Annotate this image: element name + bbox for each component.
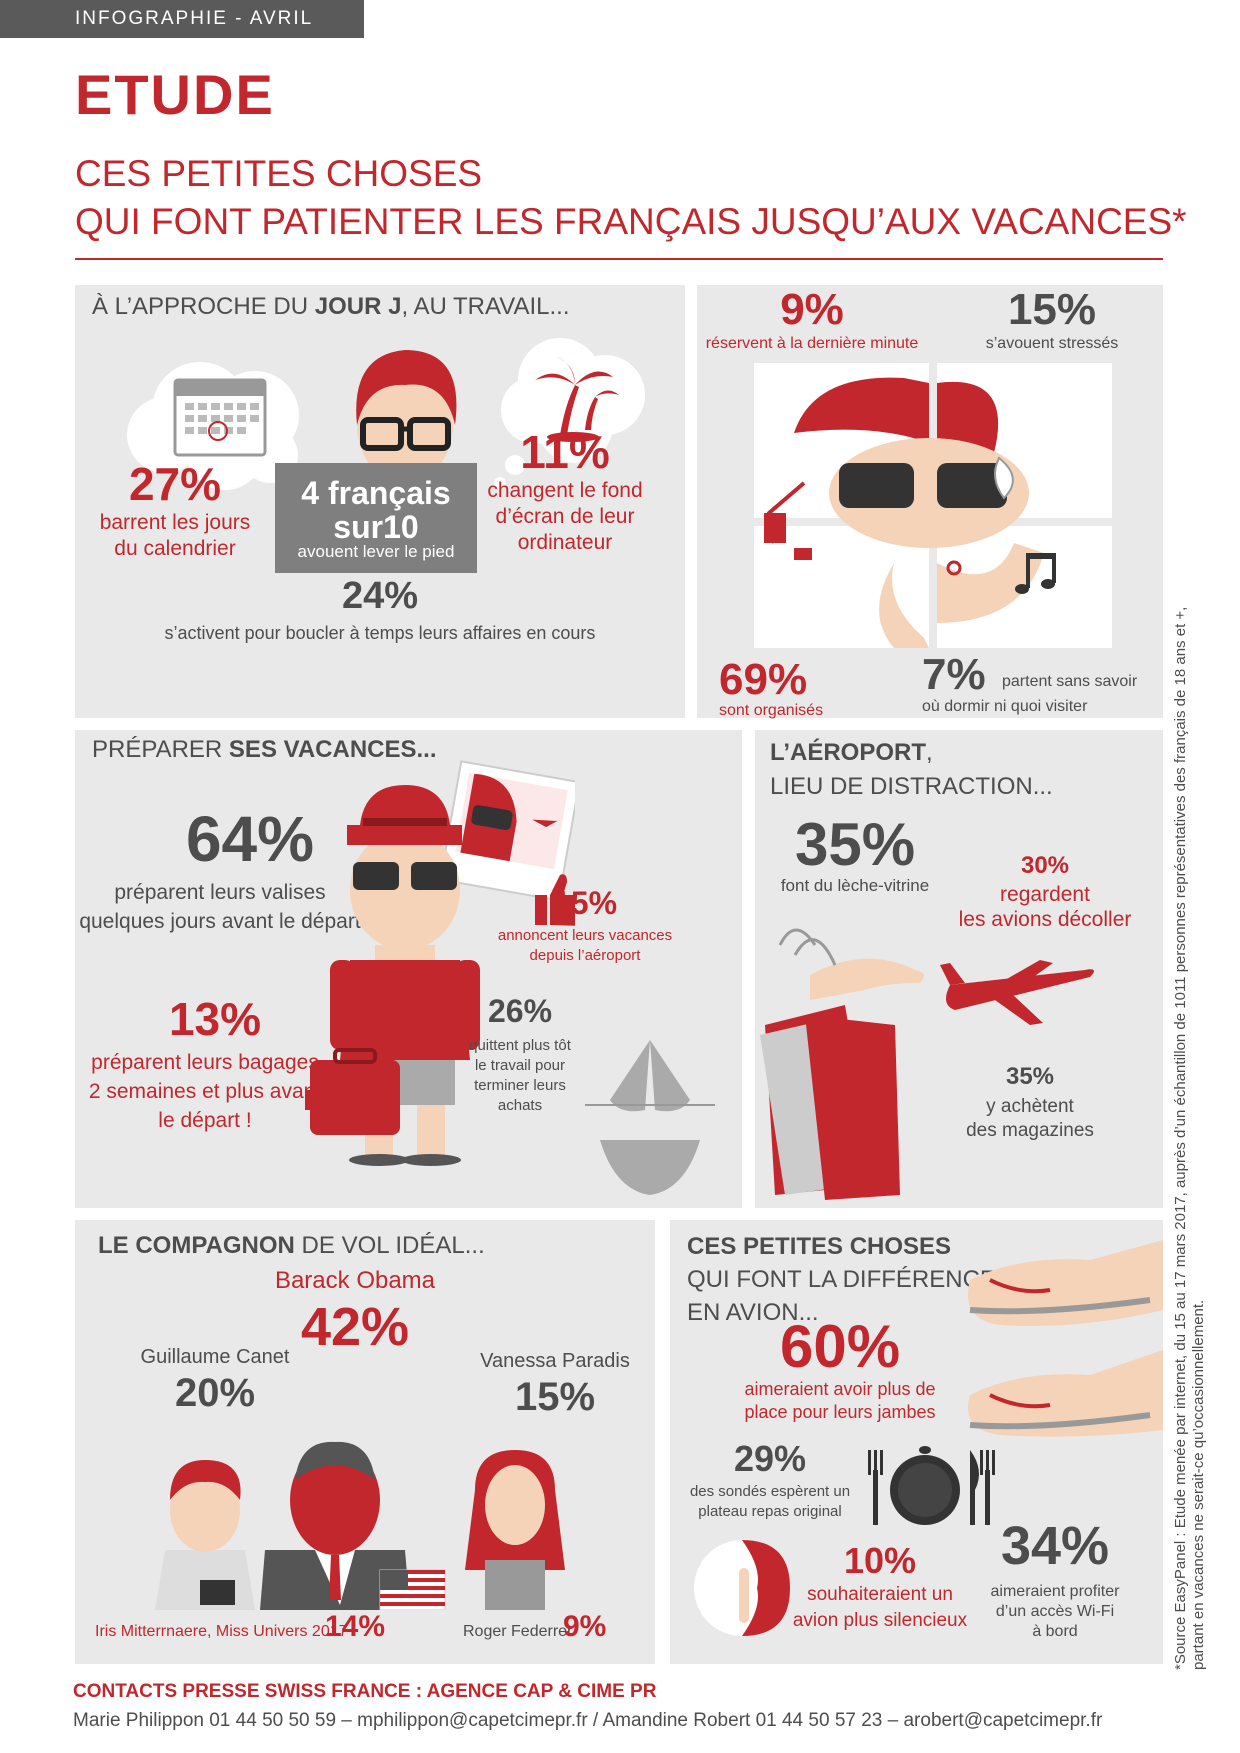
title-rule [75,258,1163,260]
subtitle-line-2: QUI FONT PATIENTER LES FRANÇAIS JUSQU’AU… [75,201,1187,242]
obama-name: Barack Obama [274,1267,436,1294]
traveler-illustration [305,760,575,1166]
obama-character [260,1441,410,1610]
contacts-line: Marie Philippon 01 44 50 50 59 – mphilip… [73,1710,1103,1731]
panel-preparer-heading: PRÉPARER SES VACANCES... [92,736,437,763]
stat-10-value: 10% [843,1540,917,1581]
mitterrnaere-value: 14% [325,1610,386,1643]
feet-illustration [968,1240,1163,1437]
stat-35-vitrine-text: font du lèche-vitrine [780,876,930,895]
calendar-icon [173,378,267,457]
stat-26-text: quittent plus tôt le travail pour terminer… [469,1037,571,1114]
subtitle-line-1: CES PETITES CHOSES [75,153,483,194]
stat-60-value: 60% [779,1313,901,1380]
stat-60-text: aimeraient avoir plus de place pour leurs… [744,1379,936,1422]
stat-13-text: préparent leurs bagages 2 semaines et plu… [88,1051,322,1132]
stat-27-value: 27% [128,458,222,510]
plane-icon [940,960,1094,1025]
stat-34-text: aimeraient profiter d’un accès Wi-Fi à bor… [990,1583,1120,1640]
highlight-box: 4 français sur10 avouent lever le pied [275,463,477,573]
paradis-value: 15% [514,1375,596,1419]
federrer-name: Roger Federrer [463,1623,573,1640]
panel-preparer: PRÉPARER SES VACANCES... 64% préparent l… [75,730,742,1208]
paradis-character [465,1450,565,1610]
stat-35-magazines-value: 35% [1005,1063,1055,1090]
panel-stress: 9% réservent à la dernière minute 15% s’… [697,285,1163,719]
palm-thought-cloud [494,338,645,489]
stat-69-text: sont organisés [719,702,824,719]
panel-aeroport-heading: L’AÉROPORT, LIEU DE DISTRACTION... [770,739,1053,800]
stat-13-value: 13% [168,993,262,1045]
panel-aeroport: L’AÉROPORT, LIEU DE DISTRACTION... 35% f… [755,730,1163,1208]
palm-tree-icon [535,357,619,442]
foot-top [968,1240,1163,1326]
page-subtitle: CES PETITES CHOSES QUI FONT PATIENTER LE… [75,150,1187,246]
source-footnote: *Source EasyPanel : Etude menée par inte… [1172,606,1207,1670]
silence-icon [694,1540,790,1636]
stat-26-value: 26% [487,993,553,1029]
panel-travail-heading: À L’APPROCHE DU JOUR J, AU TRAVAIL... [92,293,570,320]
stat-29-value: 29% [733,1438,807,1479]
federrer-value: 9% [563,1610,607,1643]
canet-name: Guillaume Canet [140,1346,290,1368]
stat-7-text-2: où dormir ni quoi visiter [922,698,1088,715]
stat-7-value: 7% [922,650,986,699]
stat-27-text: barrent les jours du calendrier [99,511,251,560]
suitcase-icon [305,1048,400,1135]
mitterrnaere-name: Iris Mitterrnaere, Miss Univers 2017 [95,1623,348,1640]
panel-travail: À L’APPROCHE DU JOUR J, AU TRAVAIL... [75,285,685,718]
panel-compagnon-heading: LE COMPAGNON DE VOL IDÉAL... [98,1232,485,1259]
stat-9-value: 9% [780,285,844,334]
shopping-bags-icon [760,928,900,1200]
stat-11-text: changent le fond d’écran de leur ordinateu… [487,479,643,554]
stat-69-value: 69% [719,655,808,704]
stat-30-text: regardent les avions décoller [958,883,1132,931]
canet-value: 20% [174,1371,256,1415]
obama-value: 42% [300,1297,410,1357]
stat-24-text: s’activent pour boucler à temps leurs af… [164,623,596,643]
panel-avion-heading: CES PETITES CHOSES QUI FONT LA DIFFÉRENC… [687,1233,996,1326]
stat-35-vitrine-value: 35% [794,811,916,878]
stat-9-text: réservent à la dernière minute [705,335,919,352]
bikini-icon [585,1040,715,1195]
stat-15-aeroport-value: 15% [552,885,618,921]
stat-24-value: 24% [341,575,419,617]
foot-bottom [968,1350,1163,1437]
stat-29-text: des sondés espèrent un plateau repas orig… [689,1483,851,1520]
stat-34-value: 34% [1000,1516,1110,1576]
page-title: ETUDE [75,63,275,126]
panel-compagnon: LE COMPAGNON DE VOL IDÉAL... Barack Obam… [75,1220,655,1664]
stat-11-value: 11% [520,426,610,478]
stat-7-text-1: partent sans savoir [1002,673,1138,690]
stat-64-value: 64% [185,803,315,875]
stat-64-text: préparent leurs valises quelques jours av… [79,881,361,933]
contacts-heading: CONTACTS PRESSE SWISS FRANCE : AGENCE CA… [73,1681,657,1702]
panel-avion: CES PETITES CHOSES QUI FONT LA DIFFÉRENC… [670,1220,1163,1664]
selfie-photo [439,760,575,902]
us-flag-icon [379,1569,446,1610]
stat-35-magazines-text: y achètent des magazines [966,1096,1094,1141]
canet-character [155,1460,255,1610]
header-tag: INFOGRAPHIE - AVRIL 2017 [0,0,364,67]
companions-illustration [155,1441,565,1610]
shopping-illustration [760,928,1094,1200]
stressed-face-illustration [754,363,1112,648]
stat-15-stress-text: s’avouent stressés [985,335,1119,352]
stat-15-stress-value: 15% [1007,285,1097,334]
cutlery-plate-icon [868,1446,995,1525]
stat-15-aeroport-text: annoncent leurs vacances depuis l’aéropor… [497,927,673,964]
music-note-icon [1015,553,1056,594]
paradis-name: Vanessa Paradis [480,1350,630,1372]
stat-10-text: souhaiteraient un avion plus silencieux [792,1584,968,1631]
thumbs-up-icon [535,874,575,926]
stat-30-value: 30% [1020,852,1070,879]
traveler-character [330,785,480,1166]
